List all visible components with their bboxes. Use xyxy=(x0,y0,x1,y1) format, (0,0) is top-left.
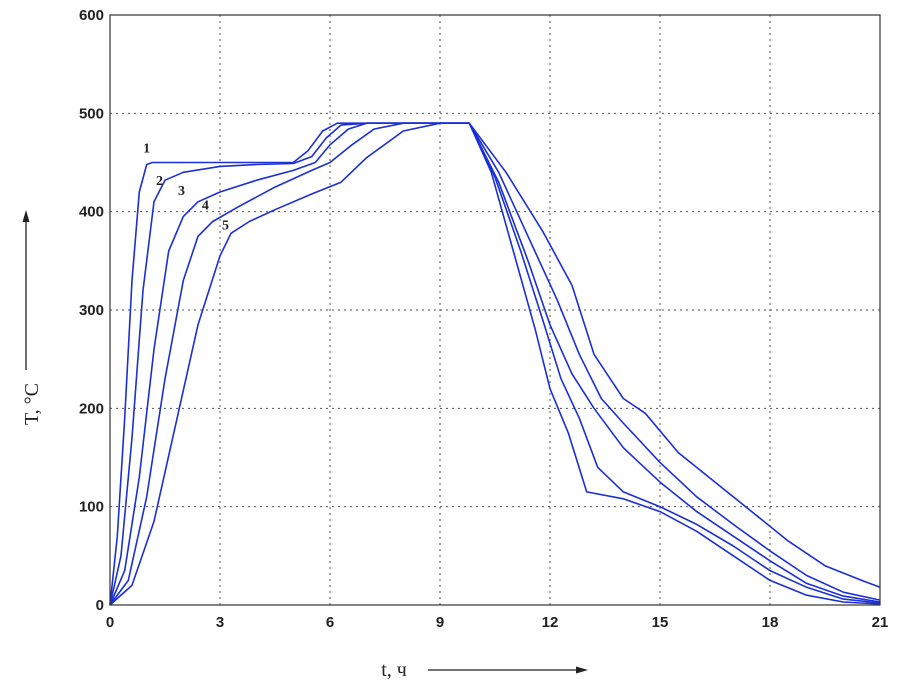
x-tick-label: 0 xyxy=(106,614,114,631)
series-line-2 xyxy=(109,122,881,606)
y-tick-label: 400 xyxy=(79,204,104,221)
curve-labels: 1 23 45 xyxy=(143,142,229,234)
x-tick-label: 12 xyxy=(542,614,559,631)
x-tick-label: 18 xyxy=(762,614,779,631)
series-line-5 xyxy=(109,122,881,606)
x-tick-label: 9 xyxy=(436,614,444,631)
series-line-3 xyxy=(109,122,881,606)
plot-frame xyxy=(109,14,881,606)
x-tick-label: 15 xyxy=(652,614,669,631)
y-tick-label: 300 xyxy=(79,302,104,319)
y-tick-label: 500 xyxy=(79,105,104,122)
y-axis-label-group: T, °C xyxy=(21,210,43,425)
curve-label-3: 3 xyxy=(178,184,185,199)
x-tick-label: 3 xyxy=(216,614,224,631)
grid xyxy=(110,15,880,605)
x-axis-label: t, ч xyxy=(381,659,407,681)
y-tick-label: 600 xyxy=(79,7,104,24)
curve-label-5: 5 xyxy=(222,218,229,233)
x-tick-label: 6 xyxy=(326,614,334,631)
y-axis-arrowhead xyxy=(22,210,30,222)
series-line-1 xyxy=(109,122,881,606)
series-layer xyxy=(109,122,881,606)
y-tick-label: 0 xyxy=(96,597,104,614)
curve-label-4: 4 xyxy=(202,199,209,214)
x-tick-label: 21 xyxy=(872,614,889,631)
curve-label-2: 2 xyxy=(156,174,163,189)
series-line-4 xyxy=(109,122,881,606)
x-axis-arrowhead xyxy=(576,666,588,674)
y-axis-label: T, °C xyxy=(21,383,43,425)
x-axis-label-group: t, ч xyxy=(381,659,588,681)
y-tick-label: 200 xyxy=(79,400,104,417)
y-tick-label: 100 xyxy=(79,499,104,516)
curve-label-1: 1 xyxy=(143,142,150,157)
